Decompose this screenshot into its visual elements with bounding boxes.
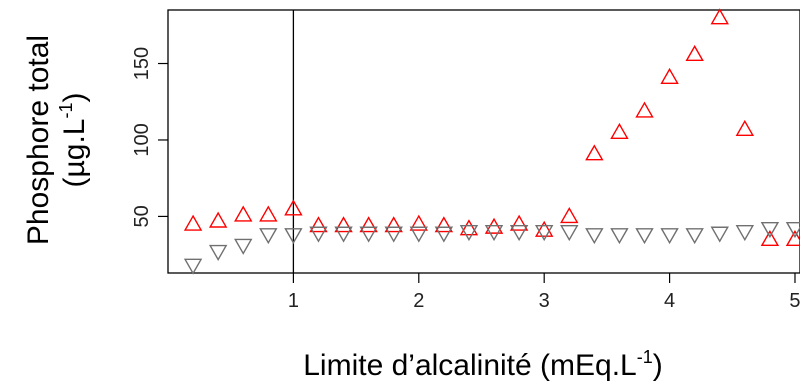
data-point (710, 8, 729, 25)
data-point (359, 226, 378, 243)
plot-frame (167, 9, 800, 274)
y-tick-label: 150 (131, 47, 153, 80)
x-tick-label: 1 (288, 290, 299, 312)
y-axis-title: Phosphore total (µg.L-1) (22, 35, 91, 245)
series-triangle-up (183, 8, 800, 247)
data-point (384, 226, 403, 243)
plot-area (167, 9, 800, 274)
y-tick-label: 50 (131, 205, 153, 227)
data-point (760, 229, 780, 247)
y-tick-label: 100 (131, 123, 153, 156)
data-point (259, 205, 278, 222)
data-point (509, 214, 529, 231)
x-axis-title: Limite d’alcalinité (mEq.L-1) (303, 347, 663, 382)
series-triangle-down (183, 221, 800, 275)
data-point (359, 216, 378, 233)
y-axis-title-line2: (µg.L-1) (56, 93, 91, 188)
data-point (334, 216, 353, 233)
x-tick-label: 2 (413, 290, 424, 312)
data-point (635, 101, 654, 118)
x-tick-label: 5 (789, 290, 800, 312)
data-point (710, 226, 729, 243)
data-point (585, 144, 604, 161)
y-axis: 50 100 150 (131, 47, 168, 228)
data-point (785, 221, 800, 239)
data-point (183, 214, 203, 231)
data-point (509, 225, 529, 242)
data-point (284, 228, 303, 245)
data-point (685, 228, 704, 245)
data-point (409, 214, 428, 231)
data-point (735, 225, 755, 242)
data-point (585, 228, 604, 245)
data-point (434, 226, 454, 243)
data-point (560, 225, 579, 242)
data-point (685, 44, 704, 62)
data-point (208, 211, 228, 228)
data-point (259, 228, 278, 245)
data-point (183, 258, 203, 275)
data-point (484, 225, 504, 242)
data-point (534, 225, 554, 242)
data-point (234, 238, 253, 255)
data-point (409, 226, 428, 243)
data-point (309, 216, 328, 233)
x-axis: 1 2 3 4 5 (288, 273, 800, 312)
data-point (434, 216, 454, 233)
data-point (534, 220, 554, 237)
x-tick-label: 4 (664, 290, 675, 312)
data-point (560, 207, 579, 224)
data-point (785, 229, 800, 247)
data-point (735, 119, 755, 136)
data-point (760, 221, 780, 239)
series-layer (183, 8, 800, 275)
y-axis-title-line1: Phosphore total (22, 35, 55, 245)
data-point (234, 205, 253, 222)
data-point (660, 67, 679, 84)
x-tick-label: 3 (539, 290, 550, 312)
data-point (660, 228, 679, 245)
data-point (459, 219, 479, 236)
data-point (384, 216, 403, 233)
data-point (208, 244, 228, 262)
data-point (459, 225, 479, 242)
data-point (334, 226, 353, 243)
data-point (610, 122, 629, 140)
data-point (635, 228, 654, 245)
data-point (309, 226, 328, 243)
data-point (610, 228, 629, 245)
data-point (284, 199, 303, 216)
